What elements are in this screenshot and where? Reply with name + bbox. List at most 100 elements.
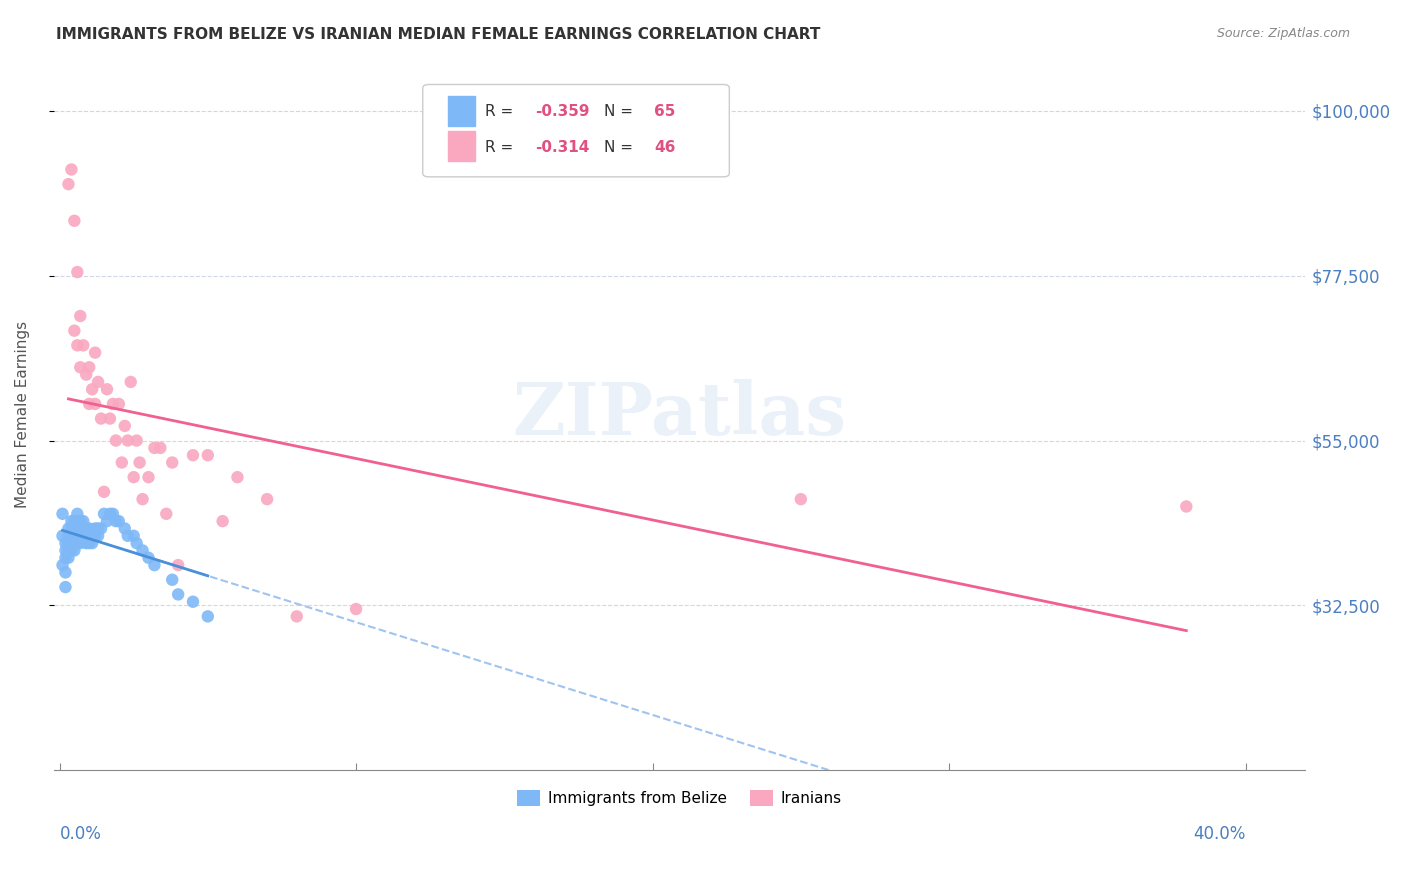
Point xyxy=(122,470,145,484)
Point xyxy=(138,470,160,484)
Point xyxy=(160,456,183,470)
Point xyxy=(108,397,131,411)
Point xyxy=(197,609,219,624)
Point xyxy=(84,521,107,535)
Point xyxy=(60,529,83,543)
Point xyxy=(75,368,97,382)
Text: -0.314: -0.314 xyxy=(536,140,589,155)
Point xyxy=(63,324,86,338)
Point xyxy=(93,507,115,521)
Point xyxy=(114,521,136,535)
Point xyxy=(131,492,153,507)
Point xyxy=(226,470,249,484)
Point xyxy=(66,529,89,543)
Point xyxy=(69,521,91,535)
Point xyxy=(160,573,183,587)
Point xyxy=(77,529,100,543)
Point xyxy=(344,602,367,616)
Point xyxy=(51,558,73,573)
Point xyxy=(51,529,73,543)
Point xyxy=(66,514,89,528)
Point xyxy=(66,507,89,521)
Point xyxy=(90,411,112,425)
Point xyxy=(58,529,80,543)
Point xyxy=(77,536,100,550)
Point xyxy=(60,521,83,535)
Point xyxy=(82,536,104,550)
Point xyxy=(125,536,148,550)
Point xyxy=(181,595,204,609)
Point xyxy=(181,448,204,462)
Bar xyxy=(447,95,475,126)
Point xyxy=(51,507,73,521)
Point xyxy=(58,177,80,191)
Text: R =: R = xyxy=(485,140,519,155)
Point xyxy=(75,521,97,535)
Point xyxy=(131,543,153,558)
Point xyxy=(197,448,219,462)
Point xyxy=(55,580,77,594)
Point xyxy=(104,514,127,528)
Point xyxy=(69,309,91,323)
Point xyxy=(69,536,91,550)
Point xyxy=(84,529,107,543)
Text: 65: 65 xyxy=(654,104,676,120)
Point xyxy=(120,375,142,389)
Point xyxy=(211,514,233,528)
Y-axis label: Median Female Earnings: Median Female Earnings xyxy=(15,321,30,508)
Point xyxy=(75,529,97,543)
Point xyxy=(128,456,150,470)
Point xyxy=(285,609,308,624)
Point xyxy=(87,375,110,389)
Point xyxy=(55,536,77,550)
Point xyxy=(790,492,813,507)
Point xyxy=(58,521,80,535)
Point xyxy=(69,529,91,543)
Point xyxy=(138,550,160,565)
FancyBboxPatch shape xyxy=(423,85,730,177)
Point xyxy=(96,382,118,396)
Point xyxy=(101,397,124,411)
Text: Source: ZipAtlas.com: Source: ZipAtlas.com xyxy=(1216,27,1350,40)
Point xyxy=(84,397,107,411)
Point xyxy=(66,536,89,550)
Point xyxy=(117,529,139,543)
Point xyxy=(167,558,190,573)
Point xyxy=(77,360,100,375)
Text: IMMIGRANTS FROM BELIZE VS IRANIAN MEDIAN FEMALE EARNINGS CORRELATION CHART: IMMIGRANTS FROM BELIZE VS IRANIAN MEDIAN… xyxy=(56,27,821,42)
Text: ZIPatlas: ZIPatlas xyxy=(512,379,846,450)
Point xyxy=(63,214,86,228)
Point xyxy=(58,550,80,565)
Text: R =: R = xyxy=(485,104,519,120)
Point xyxy=(66,265,89,279)
Point xyxy=(66,338,89,352)
Point xyxy=(98,411,121,425)
Text: -0.359: -0.359 xyxy=(536,104,591,120)
Point xyxy=(84,345,107,359)
Point xyxy=(72,338,94,352)
Text: 40.0%: 40.0% xyxy=(1194,825,1246,843)
Point xyxy=(60,162,83,177)
Point xyxy=(101,507,124,521)
Point xyxy=(55,543,77,558)
Point xyxy=(69,360,91,375)
Point xyxy=(77,521,100,535)
Point xyxy=(167,587,190,601)
Point xyxy=(117,434,139,448)
Text: N =: N = xyxy=(605,104,638,120)
Point xyxy=(69,514,91,528)
Point xyxy=(55,550,77,565)
Point xyxy=(155,507,177,521)
Point xyxy=(104,434,127,448)
Point xyxy=(72,521,94,535)
Point xyxy=(72,514,94,528)
Point xyxy=(66,521,89,535)
Point xyxy=(125,434,148,448)
Point xyxy=(87,521,110,535)
Point xyxy=(77,397,100,411)
Point xyxy=(93,484,115,499)
Point xyxy=(63,514,86,528)
Bar xyxy=(447,131,475,161)
Point xyxy=(72,529,94,543)
Point xyxy=(114,418,136,433)
